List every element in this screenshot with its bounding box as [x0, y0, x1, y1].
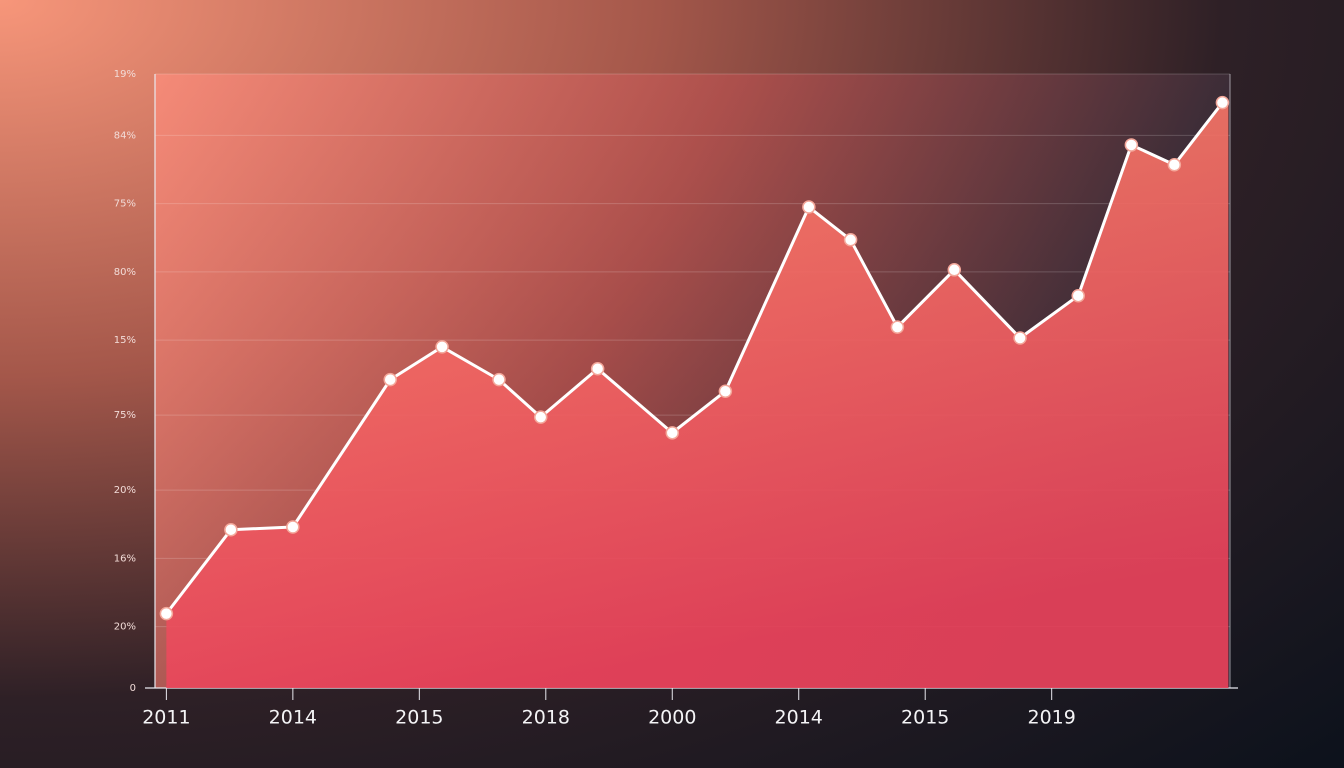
x-tick-label: 2000	[648, 707, 696, 729]
y-tick-label: 80%	[114, 267, 136, 278]
area	[166, 102, 1229, 689]
y-tick-label: 15%	[114, 335, 136, 346]
point	[718, 384, 733, 398]
point	[435, 340, 449, 354]
y-tick-label: 75%	[114, 410, 136, 421]
y-tick-label: 16%	[114, 553, 136, 564]
y-tick-label: 20%	[114, 622, 136, 633]
point	[802, 200, 816, 214]
point	[159, 606, 174, 621]
point	[1013, 331, 1027, 345]
point	[1167, 157, 1182, 172]
x-tick-label: 2011	[142, 707, 190, 729]
point	[383, 372, 397, 387]
point	[590, 361, 605, 376]
y-tick-label: 20%	[114, 485, 136, 496]
y-tick-label: 75%	[114, 199, 136, 210]
x-tick-label: 2014	[775, 707, 823, 729]
x-tick-label: 2014	[269, 707, 317, 729]
point	[286, 520, 300, 534]
y-tick-label: 84%	[114, 130, 136, 141]
x-tick-label: 2015	[395, 707, 443, 729]
y-tick-label: 19%	[114, 69, 136, 80]
point	[890, 320, 905, 334]
y-tick-label: 0	[130, 683, 136, 694]
point	[947, 263, 962, 277]
point	[492, 372, 506, 387]
point	[533, 410, 548, 424]
x-tick-label: 2019	[1027, 707, 1075, 729]
x-tick-label: 2015	[901, 707, 949, 729]
point	[224, 522, 238, 537]
point	[1124, 138, 1139, 152]
point	[843, 233, 858, 247]
point	[1215, 95, 1230, 110]
point	[665, 426, 680, 440]
point	[1071, 288, 1085, 303]
x-tick-label: 2018	[522, 707, 570, 729]
